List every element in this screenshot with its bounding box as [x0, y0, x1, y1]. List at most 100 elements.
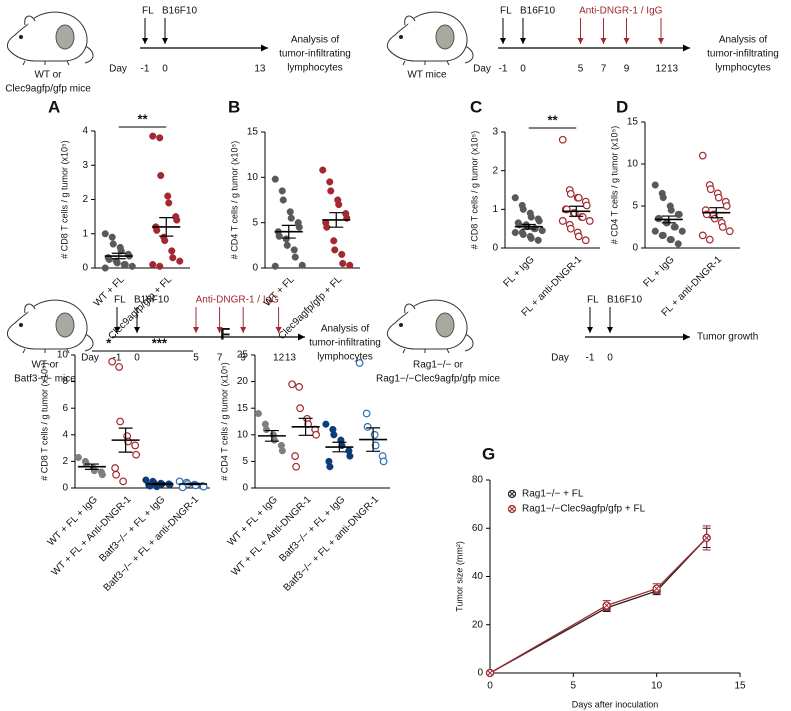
day-number: 9 [240, 353, 246, 364]
data-point [671, 223, 679, 231]
y-tick-label: 0 [252, 263, 258, 274]
significance-label: ** [137, 111, 148, 126]
sem-bar [709, 207, 724, 219]
data-point [371, 441, 380, 450]
data-point [362, 409, 371, 418]
data-point [363, 422, 372, 431]
data-point [519, 205, 527, 213]
day-number: 13 [285, 353, 297, 364]
x-axis-title: Days after inoculation [572, 699, 659, 709]
significance-label: ** [547, 112, 558, 127]
significance-label: *** [152, 335, 168, 350]
data-point [655, 215, 663, 223]
day-number: 0 [520, 64, 526, 75]
mouse-eye [19, 35, 23, 39]
sem-bar [159, 217, 174, 237]
data-point [292, 462, 301, 471]
y-tick-label: 2 [62, 456, 68, 467]
data-point [101, 264, 109, 272]
marker-cross [603, 602, 610, 609]
data-point [327, 187, 335, 195]
data-point [161, 237, 169, 245]
data-point [667, 206, 675, 214]
data-point [271, 175, 279, 183]
data-point [651, 227, 659, 235]
x-tick-label: 10 [651, 681, 663, 692]
y-tick-label: 10 [247, 172, 259, 183]
y-axis-title: # CD4 T cells / g tumor (x10⁵) [219, 362, 229, 480]
day-number: -1 [586, 353, 595, 364]
y-tick-label: 25 [237, 350, 249, 361]
data-point [108, 357, 117, 366]
event-label: FL [114, 295, 126, 306]
data-point [278, 447, 286, 455]
panel-letter: C [470, 97, 482, 116]
y-tick-label: 5 [242, 456, 248, 467]
mouse-icon [386, 299, 474, 354]
day-label: Day [473, 64, 491, 75]
data-point [164, 192, 172, 200]
y-axis-title: # CD8 T cells / g tumor (x10⁵) [469, 131, 479, 249]
data-point [278, 187, 286, 195]
day-number: 7 [217, 353, 223, 364]
endpoint-label: tumor-infiltrating [309, 338, 381, 349]
y-tick-label: 0 [62, 483, 68, 494]
sem-bar [332, 441, 347, 453]
y-tick-label: 15 [237, 403, 249, 414]
day-number: 0 [134, 353, 140, 364]
y-tick-label: 0 [477, 668, 483, 679]
data-point [346, 452, 354, 460]
data-point [566, 224, 575, 233]
day-number: 7 [601, 64, 607, 75]
data-point [326, 463, 334, 471]
sem-bar [298, 417, 313, 436]
data-point [323, 223, 331, 231]
data-point [288, 380, 297, 389]
series-line [489, 537, 708, 674]
data-point [511, 194, 519, 202]
marker-cross [509, 491, 515, 497]
data-point [117, 247, 125, 255]
data-point [574, 193, 583, 202]
endpoint-label: Tumor growth [697, 332, 758, 343]
y-tick-label: 6 [62, 403, 68, 414]
data-point [295, 223, 303, 231]
day-number: 0 [162, 64, 168, 75]
day-number: -1 [141, 64, 150, 75]
significance-label: * [106, 335, 112, 350]
mouse-ear [24, 15, 36, 26]
data-point [319, 166, 327, 174]
event-label: B16F10 [162, 6, 197, 17]
panel-letter: G [482, 444, 495, 463]
data-point [254, 409, 262, 418]
y-tick-label: 15 [627, 117, 639, 128]
day-label: Day [109, 64, 127, 75]
data-point [330, 431, 338, 439]
y-tick-label: 2 [82, 194, 88, 205]
point-marker [485, 668, 495, 678]
day-number: 12 [273, 353, 285, 364]
y-tick-label: 20 [472, 619, 484, 630]
data-point [109, 240, 117, 248]
data-point [346, 261, 354, 269]
y-tick-label: 3 [492, 127, 498, 138]
sem-bar [329, 212, 344, 228]
data-point [355, 359, 364, 367]
y-tick-label: 20 [237, 376, 249, 387]
y-tick-label: 2 [492, 165, 498, 176]
mouse-icon [386, 11, 474, 66]
y-tick-label: 0 [82, 263, 88, 274]
data-point [534, 236, 542, 244]
mouse-label: WT or [34, 70, 62, 81]
data-point [370, 430, 379, 439]
x-tick-label: Batf3−/− + FL + IgG [97, 494, 167, 564]
data-point [119, 477, 128, 486]
point-marker [702, 533, 711, 543]
data-point [705, 235, 714, 244]
data-point [312, 430, 321, 439]
data-point [527, 234, 535, 242]
endpoint-label: lymphocytes [317, 352, 373, 363]
sem-bar [521, 223, 536, 230]
y-tick-label: 80 [472, 475, 484, 486]
mouse-spot [55, 24, 75, 50]
